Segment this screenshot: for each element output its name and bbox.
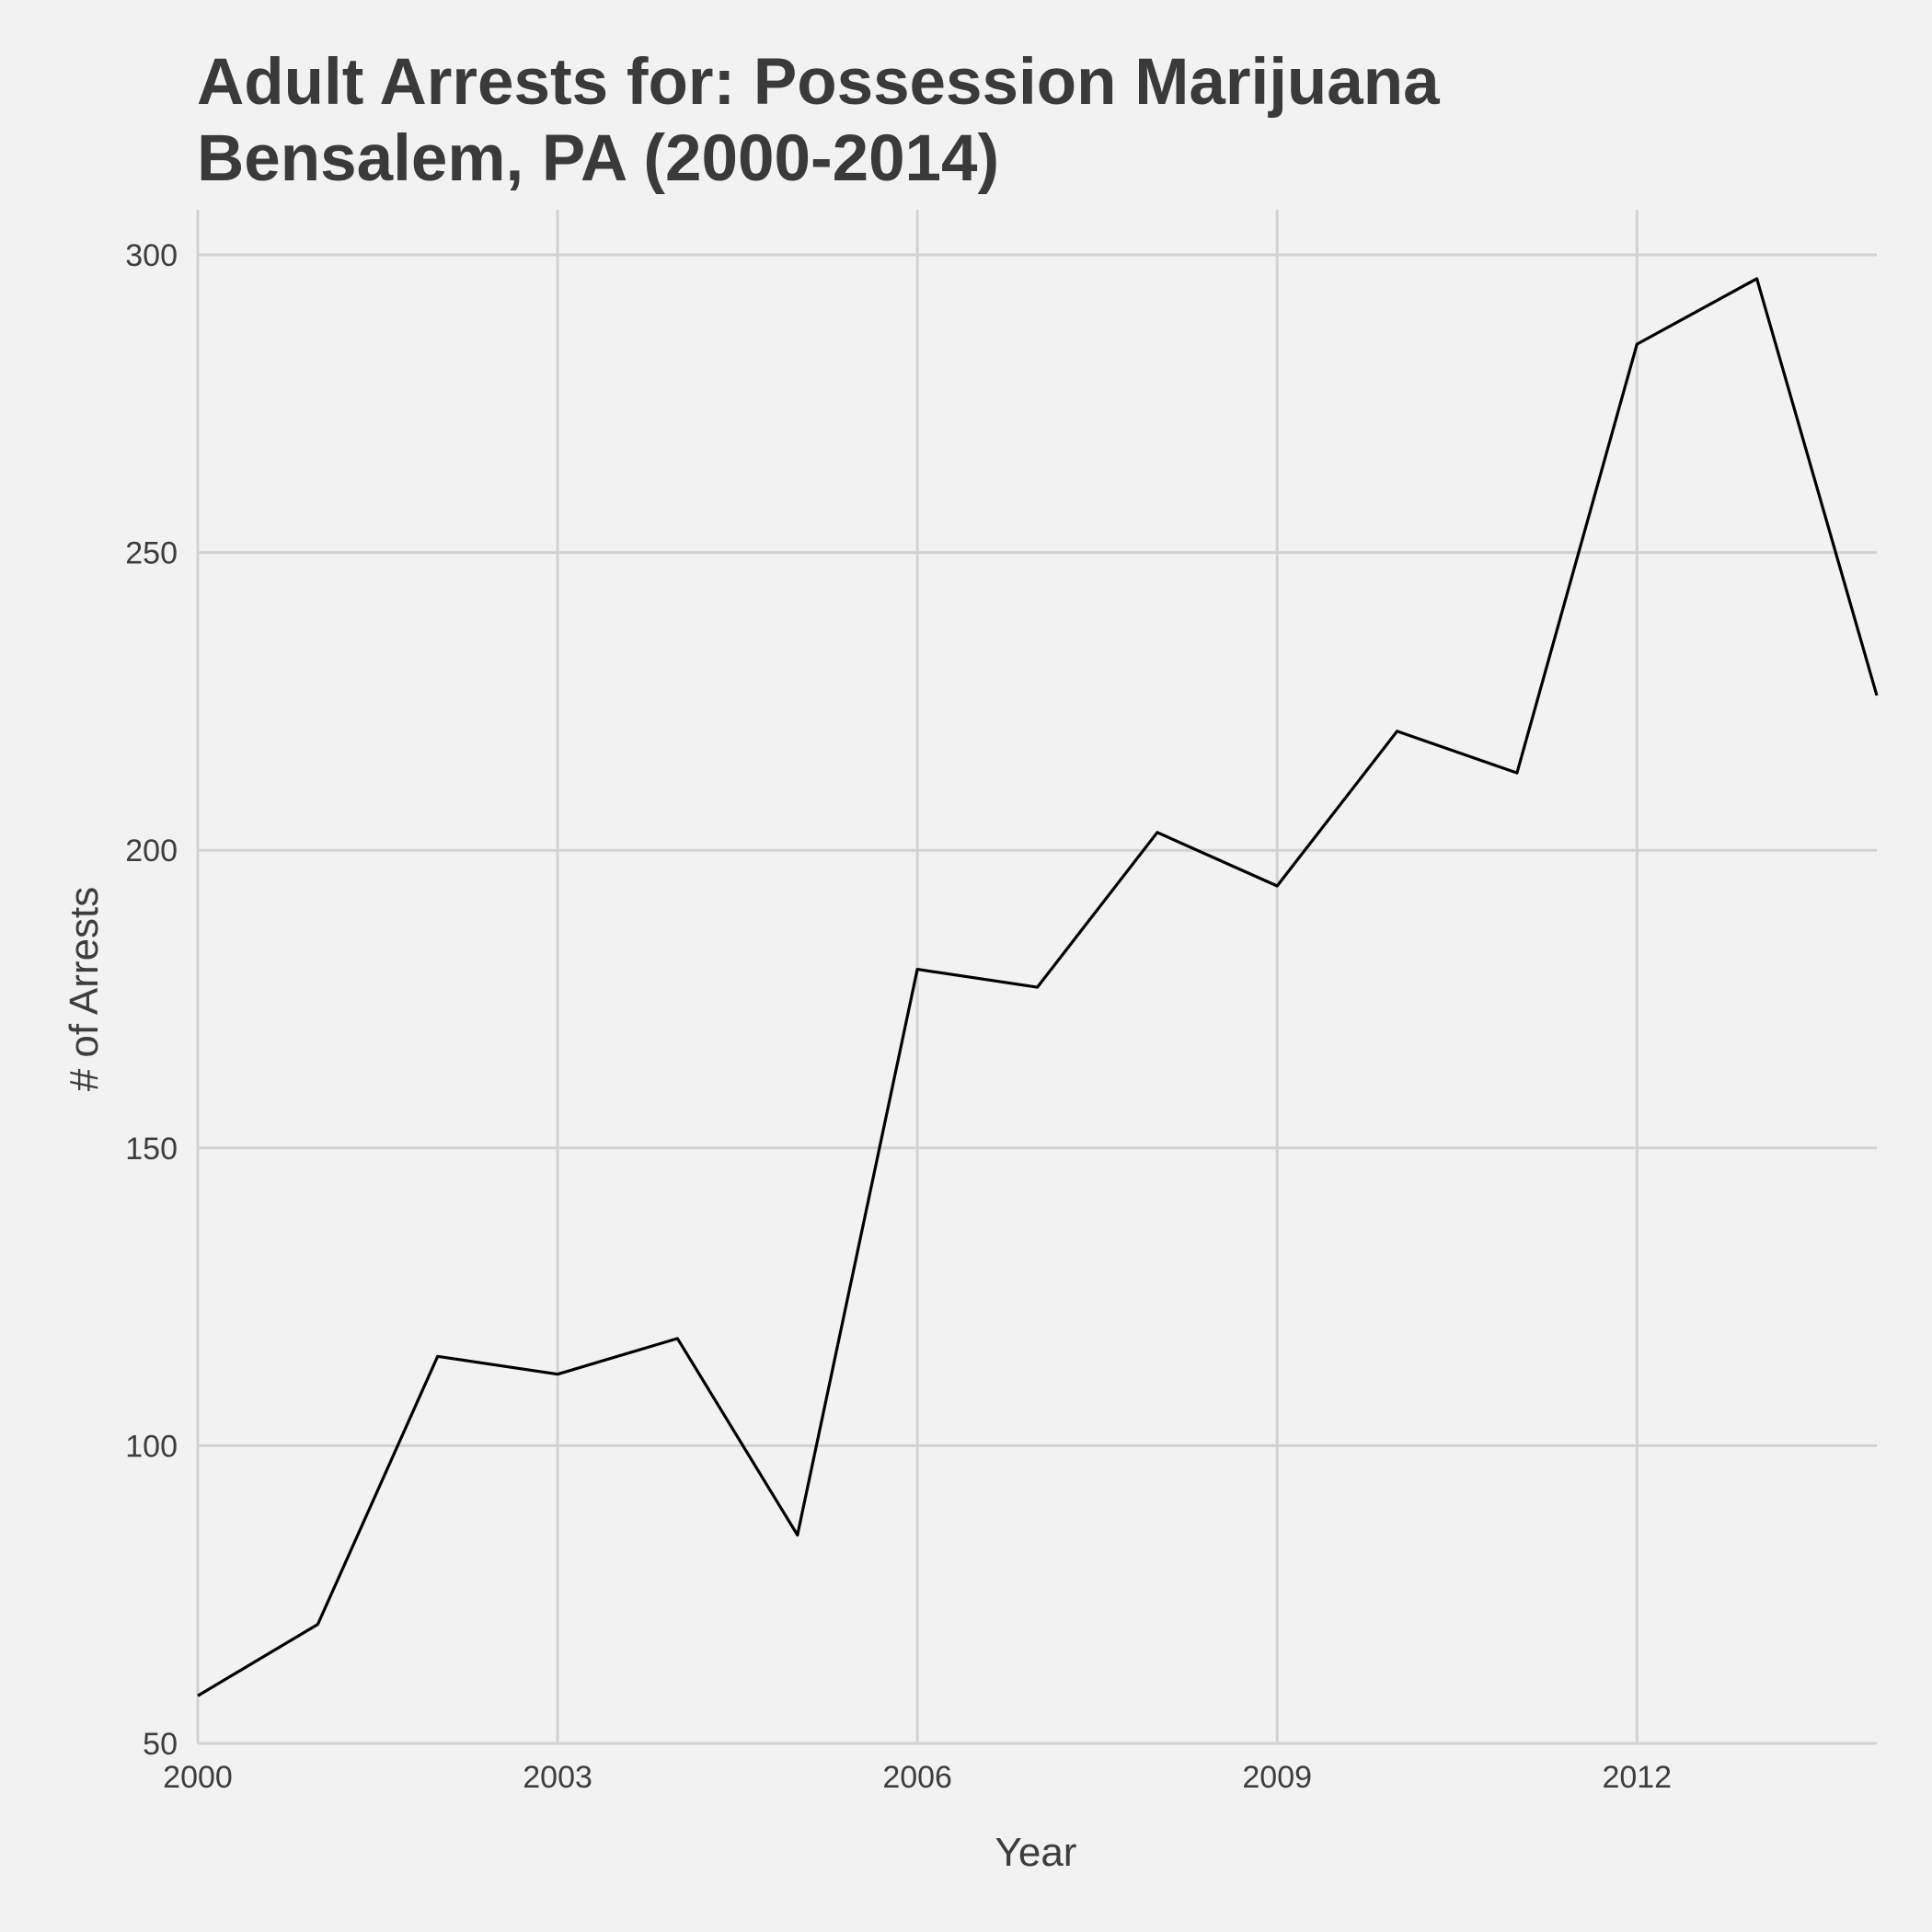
y-axis-tick-labels: 50 100 150 200 250 300 bbox=[125, 238, 178, 1762]
vertical-gridlines bbox=[196, 210, 1639, 1743]
x-tick-label-2012: 2012 bbox=[1602, 1760, 1672, 1795]
x-tick-label-2006: 2006 bbox=[882, 1760, 952, 1795]
x-axis-title: Year bbox=[995, 1830, 1077, 1875]
y-tick-label-250: 250 bbox=[125, 536, 178, 571]
chart-title-line-2: Bensalem, PA (2000-2014) bbox=[197, 122, 999, 195]
y-tick-label-200: 200 bbox=[125, 834, 178, 868]
y-tick-label-150: 150 bbox=[125, 1132, 178, 1167]
y-tick-label-100: 100 bbox=[125, 1429, 178, 1464]
series-line-0 bbox=[197, 277, 1879, 1697]
x-tick-label-2009: 2009 bbox=[1242, 1760, 1312, 1795]
chart-title-line-1: Adult Arrests for: Possession Marijuana bbox=[197, 46, 1440, 119]
x-axis-tick-labels: 2000 2003 2006 2009 2012 bbox=[163, 1760, 1672, 1795]
series-layer bbox=[197, 277, 1879, 1697]
horizontal-gridlines bbox=[198, 253, 1877, 1745]
x-tick-label-2000: 2000 bbox=[163, 1760, 233, 1795]
y-axis-title: # of Arrests bbox=[62, 887, 107, 1092]
x-tick-label-2003: 2003 bbox=[523, 1760, 592, 1795]
y-tick-label-50: 50 bbox=[143, 1727, 178, 1762]
y-tick-label-300: 300 bbox=[125, 238, 178, 273]
